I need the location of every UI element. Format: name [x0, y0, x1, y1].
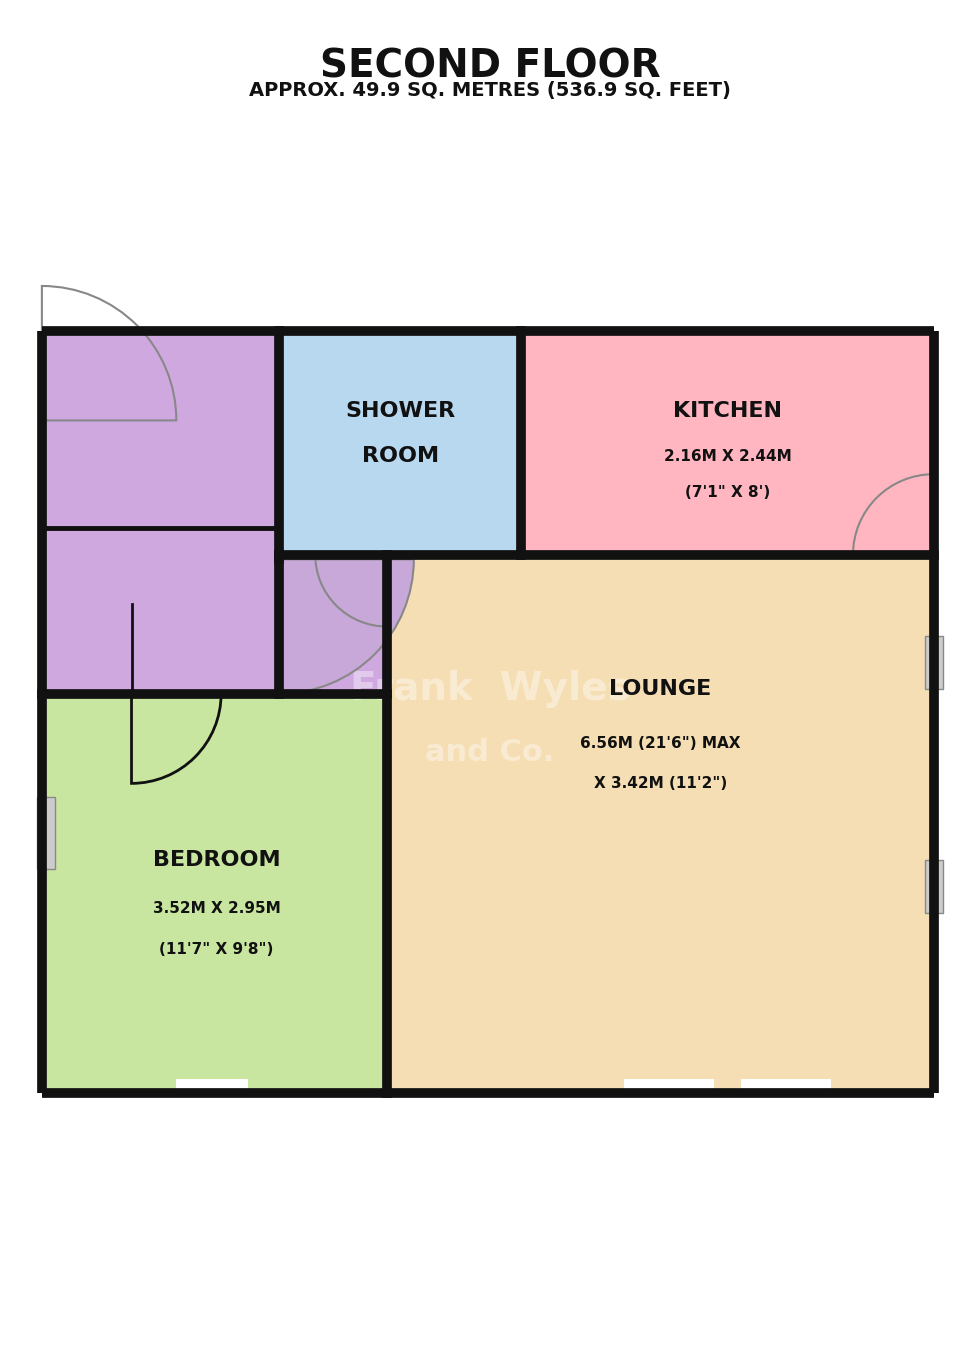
Bar [279, 331, 333, 555]
Text: (7'1" X 8'): (7'1" X 8') [685, 485, 770, 500]
Text: X 3.42M (11'2"): X 3.42M (11'2") [594, 776, 727, 791]
Bar [279, 559, 387, 694]
Bar [925, 859, 943, 913]
Text: SHOWER: SHOWER [345, 401, 456, 422]
Bar [42, 694, 387, 1092]
Bar [37, 797, 55, 869]
Text: SECOND FLOOR: SECOND FLOOR [319, 47, 661, 85]
Bar [925, 636, 943, 690]
Text: ROOM: ROOM [362, 446, 439, 466]
Bar [279, 331, 521, 555]
Text: (11'7" X 9'8"): (11'7" X 9'8") [160, 942, 273, 956]
Bar [521, 331, 934, 555]
Bar [176, 1079, 248, 1096]
Text: BEDROOM: BEDROOM [153, 850, 280, 870]
Bar [741, 1079, 831, 1096]
Text: 2.16M X 2.44M: 2.16M X 2.44M [663, 449, 792, 463]
Text: LOUNGE: LOUNGE [610, 679, 711, 699]
Bar [42, 331, 279, 694]
Text: 3.52M X 2.95M: 3.52M X 2.95M [153, 901, 280, 916]
Text: KITCHEN: KITCHEN [673, 401, 782, 422]
Bar [624, 1079, 714, 1096]
Polygon shape [279, 555, 387, 694]
Wedge shape [279, 559, 414, 694]
Text: 6.56M (21'6") MAX: 6.56M (21'6") MAX [580, 735, 741, 750]
Text: Frank  Wyles: Frank Wyles [350, 671, 630, 709]
Bar [387, 474, 934, 1092]
Bar [42, 286, 938, 1092]
Text: and Co.: and Co. [425, 738, 555, 766]
Text: APPROX. 49.9 SQ. METRES (536.9 SQ. FEET): APPROX. 49.9 SQ. METRES (536.9 SQ. FEET) [249, 81, 731, 100]
